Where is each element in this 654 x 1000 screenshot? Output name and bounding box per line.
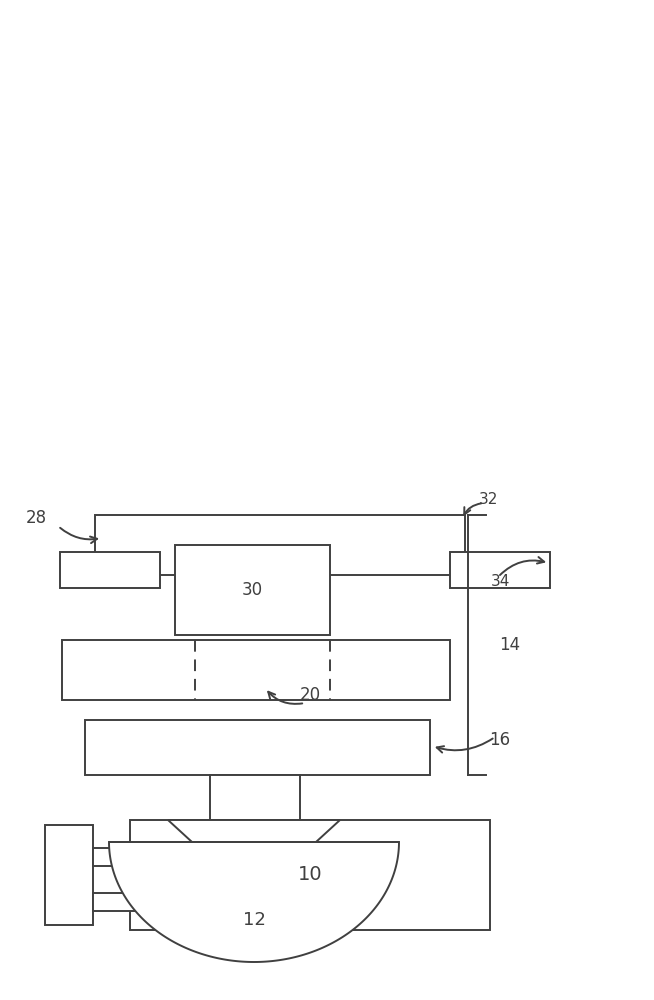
Text: 32: 32 bbox=[478, 492, 498, 508]
Polygon shape bbox=[168, 820, 340, 842]
Text: 20: 20 bbox=[300, 686, 320, 704]
Bar bbox=[45, 825, 93, 925]
Text: 30: 30 bbox=[241, 581, 262, 599]
Bar bbox=[85, 720, 430, 775]
Polygon shape bbox=[210, 775, 300, 820]
Text: 16: 16 bbox=[489, 731, 511, 749]
Polygon shape bbox=[109, 842, 399, 962]
Bar bbox=[62, 640, 450, 700]
Text: 12: 12 bbox=[243, 911, 266, 929]
Bar bbox=[93, 893, 138, 911]
Text: 34: 34 bbox=[490, 574, 509, 589]
Bar bbox=[175, 545, 330, 635]
Bar bbox=[60, 552, 160, 588]
Bar bbox=[450, 552, 550, 588]
Text: 10: 10 bbox=[298, 865, 322, 884]
Bar bbox=[93, 848, 138, 866]
Text: 28: 28 bbox=[26, 509, 46, 527]
Bar bbox=[130, 820, 490, 930]
Text: 14: 14 bbox=[500, 636, 521, 654]
Bar bbox=[95, 515, 465, 575]
